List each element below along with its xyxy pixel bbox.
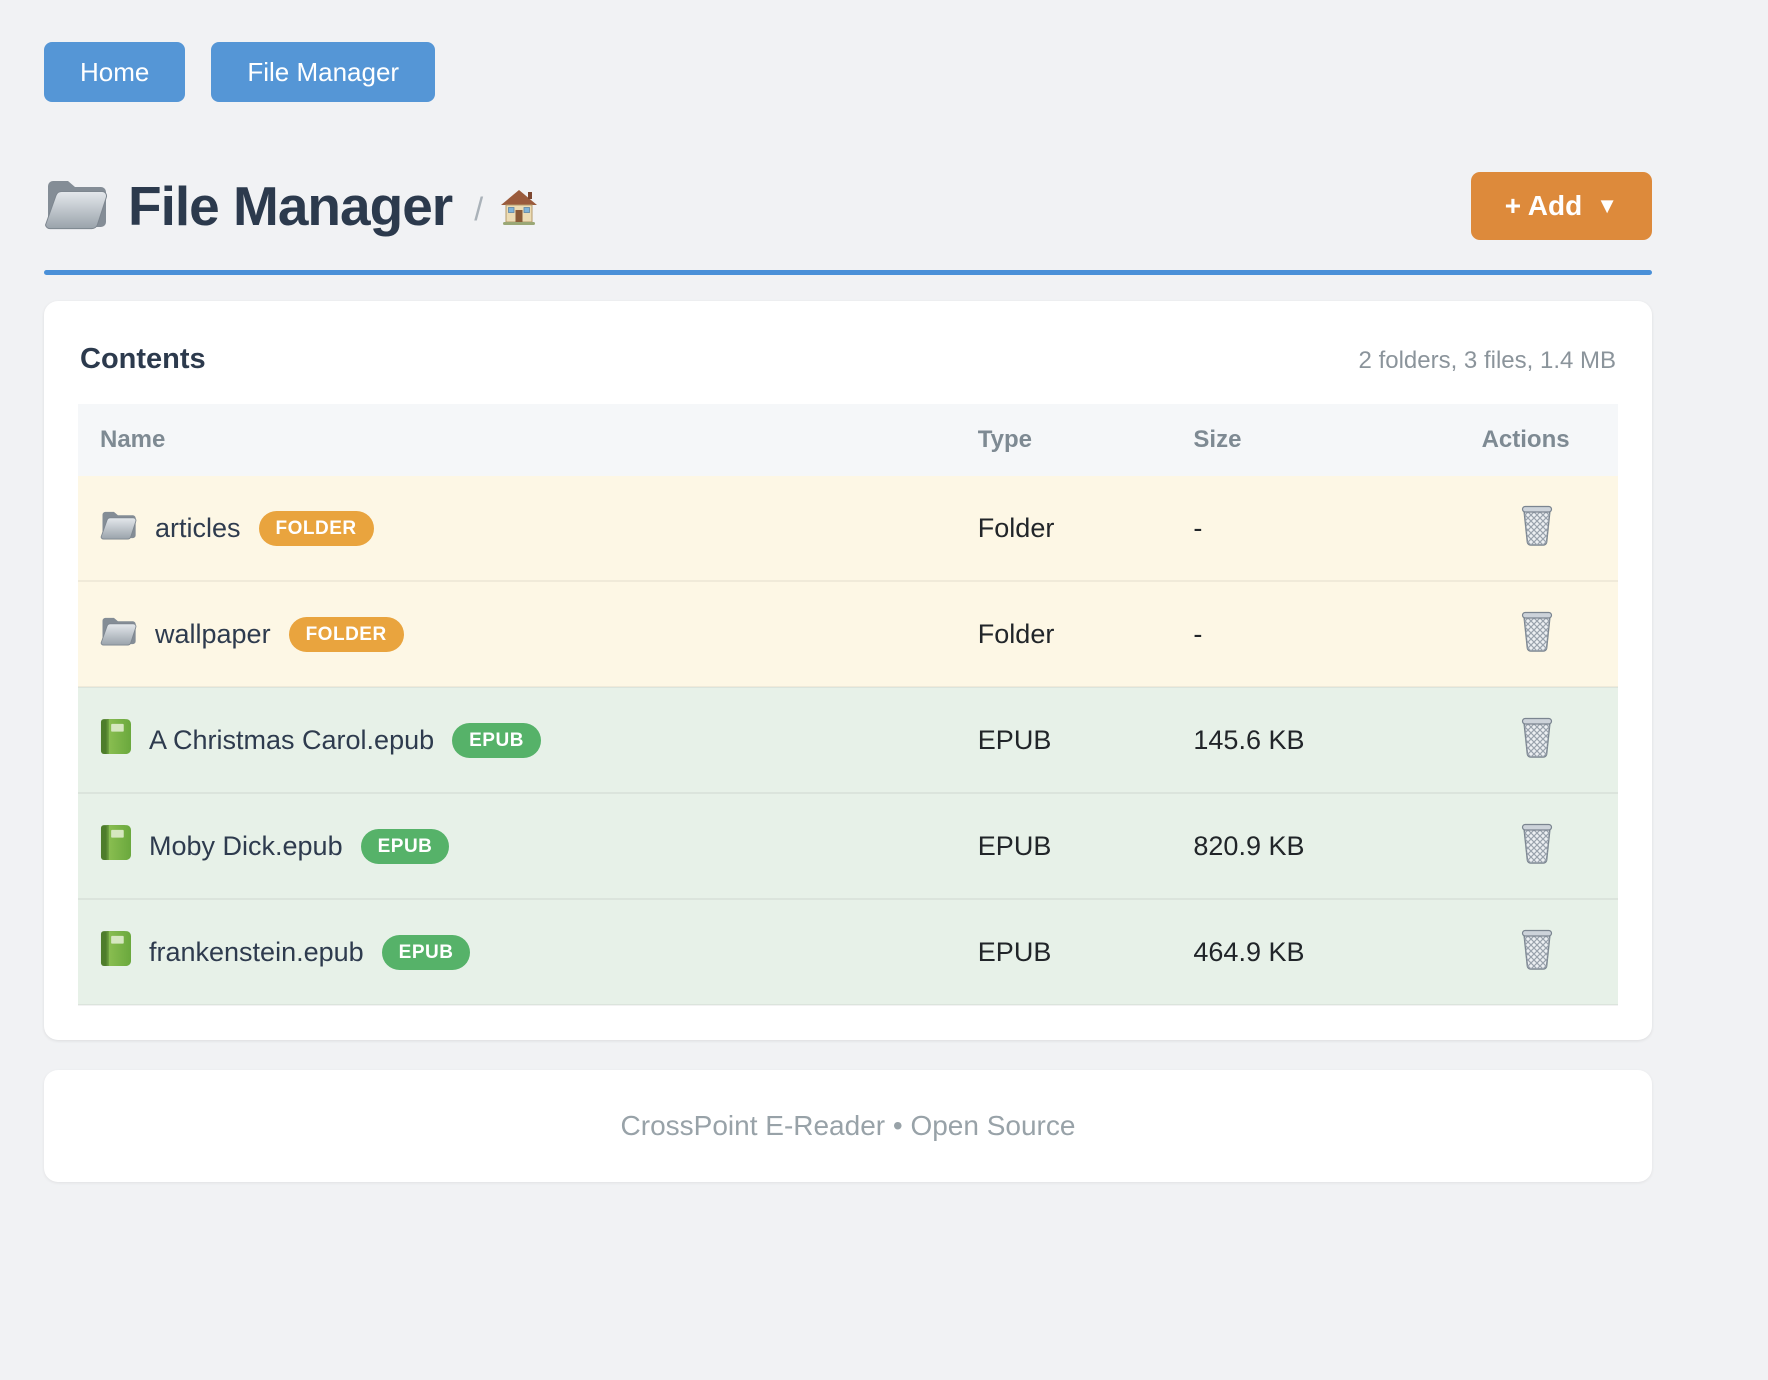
breadcrumb-separator: / (474, 190, 484, 227)
column-header-size: Size (1171, 404, 1434, 476)
file-type-badge: EPUB (360, 828, 450, 864)
contents-table-body: articles FOLDER Folder - (78, 476, 1618, 1005)
caret-down-icon: ▼ (1596, 193, 1618, 218)
nav-button-home[interactable]: Home (44, 42, 186, 102)
nav-button-file-manager[interactable]: File Manager (211, 42, 436, 102)
delete-button[interactable] (1519, 821, 1555, 864)
file-name-link[interactable]: wallpaper (155, 618, 271, 649)
title-group: File Manager / (44, 174, 539, 238)
delete-button[interactable] (1519, 503, 1555, 546)
contents-heading: Contents (80, 343, 206, 375)
file-size: 145.6 KB (1193, 724, 1305, 755)
column-header-name: Name (78, 404, 956, 476)
folder-icon (100, 615, 137, 654)
file-type: EPUB (977, 936, 1052, 967)
trash-icon (1519, 717, 1555, 761)
file-type: Folder (977, 512, 1055, 543)
book-icon (100, 824, 131, 868)
file-type: Folder (977, 618, 1055, 649)
file-size: - (1193, 512, 1203, 543)
page-header: File Manager / + Add ▼ (44, 172, 1652, 240)
trash-icon (1519, 611, 1555, 655)
file-name-link[interactable]: articles (155, 512, 241, 543)
top-nav: Home File Manager (44, 42, 1652, 102)
book-icon (100, 718, 131, 762)
file-type-badge: FOLDER (258, 510, 374, 546)
footer-text: CrossPoint E-Reader • Open Source (620, 1110, 1076, 1141)
folder-icon (44, 176, 108, 237)
file-type: EPUB (977, 724, 1052, 755)
add-button[interactable]: + Add ▼ (1470, 172, 1652, 240)
table-row: Moby Dick.epub EPUB EPUB 820.9 KB (78, 793, 1618, 899)
file-type-badge: EPUB (381, 934, 471, 970)
file-type-badge: FOLDER (288, 616, 404, 652)
files-table: Name Type Size Actions (78, 404, 1618, 1006)
title-divider (44, 270, 1652, 275)
home-icon[interactable] (499, 187, 539, 232)
file-size: 464.9 KB (1193, 936, 1305, 967)
folder-icon (100, 509, 137, 548)
file-name-link[interactable]: Moby Dick.epub (149, 830, 343, 861)
trash-icon (1519, 929, 1555, 973)
add-button-label: + Add (1504, 190, 1583, 221)
page-title: File Manager (128, 175, 453, 237)
file-name-link[interactable]: A Christmas Carol.epub (149, 724, 435, 755)
column-header-actions: Actions (1433, 404, 1618, 476)
trash-icon (1519, 823, 1555, 867)
delete-button[interactable] (1519, 609, 1555, 652)
trash-icon (1519, 505, 1555, 549)
table-row: A Christmas Carol.epub EPUB EPUB 145.6 K… (78, 687, 1618, 793)
file-name-link[interactable]: frankenstein.epub (149, 936, 364, 967)
page-container: Home File Manager File Manager / (44, 0, 1652, 1182)
table-row: articles FOLDER Folder - (78, 476, 1618, 581)
table-row: frankenstein.epub EPUB EPUB 464.9 KB (78, 899, 1618, 1005)
file-type: EPUB (977, 830, 1052, 861)
footer-card: CrossPoint E-Reader • Open Source (44, 1070, 1652, 1182)
contents-summary: 2 folders, 3 files, 1.4 MB (1358, 347, 1616, 374)
contents-card-header: Contents 2 folders, 3 files, 1.4 MB (80, 343, 1616, 376)
file-size: 820.9 KB (1193, 830, 1305, 861)
file-size: - (1193, 618, 1203, 649)
book-icon (100, 930, 131, 974)
table-row: wallpaper FOLDER Folder - (78, 581, 1618, 687)
file-type-badge: EPUB (452, 722, 541, 758)
delete-button[interactable] (1519, 715, 1555, 758)
contents-card: Contents 2 folders, 3 files, 1.4 MB Name… (44, 301, 1652, 1040)
delete-button[interactable] (1519, 927, 1555, 970)
column-header-type: Type (955, 404, 1172, 476)
table-header-row: Name Type Size Actions (78, 404, 1618, 476)
